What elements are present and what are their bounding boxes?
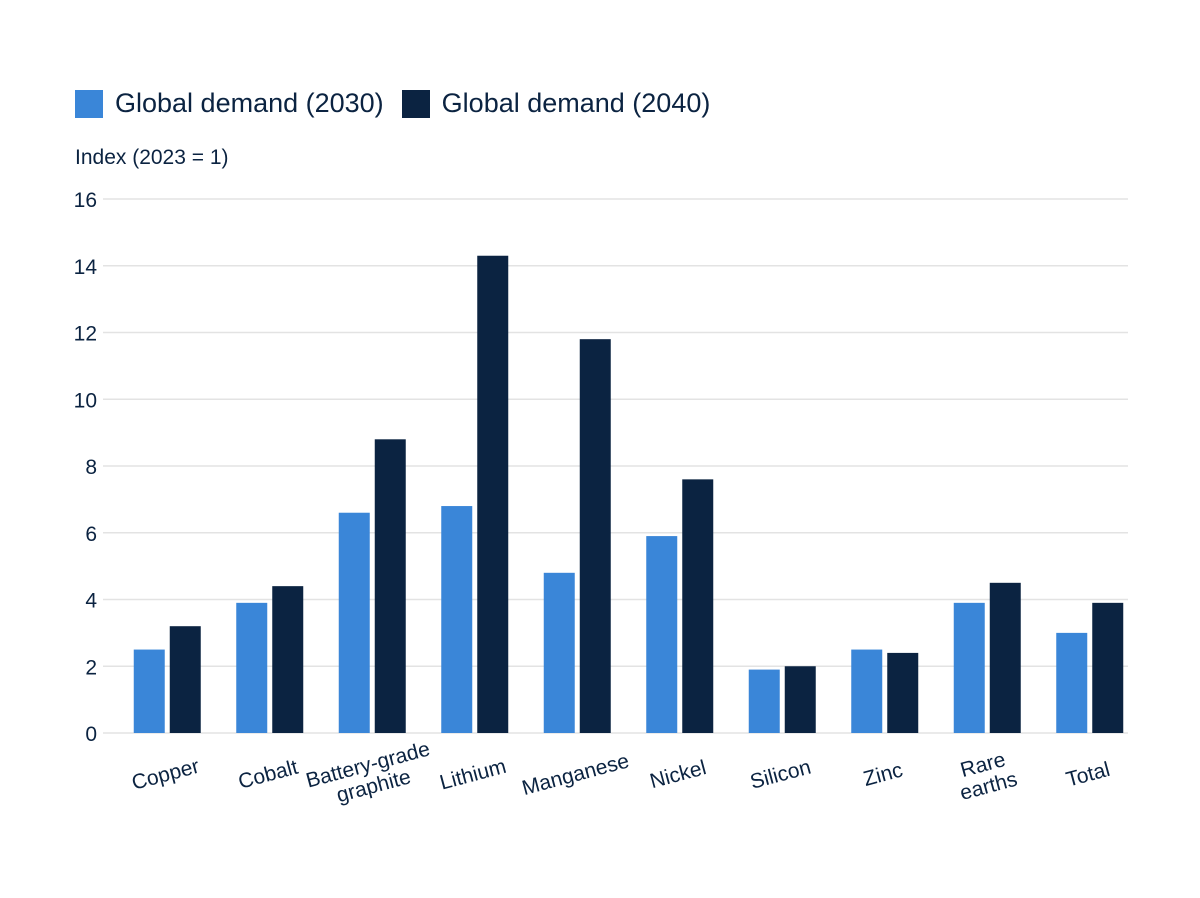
svg-text:Battery-gradegraphite: Battery-gradegraphite (304, 737, 439, 813)
bar-2040-zinc (887, 652, 919, 733)
y-tick-label-8: 8 (85, 456, 97, 479)
svg-text:Cobalt: Cobalt (236, 756, 301, 794)
bar-2030-copper (133, 649, 165, 733)
y-tick-label-16: 16 (74, 189, 97, 212)
legend-swatch-2040 (401, 89, 430, 118)
y-tick-label-14: 14 (74, 256, 98, 279)
legend-item-2030: Global demand (2030) (75, 88, 384, 119)
bar-2030-cobalt (236, 602, 268, 733)
y-tick-label-4: 4 (85, 590, 97, 613)
x-tick-label-copper: Copper (129, 755, 201, 795)
x-tick-label-manganese: Manganese (520, 749, 632, 800)
bar-2040-lithium (477, 255, 509, 734)
legend-label-2030: Global demand (2030) (115, 88, 384, 118)
y-axis-title: Index (2023 = 1) (75, 146, 229, 169)
bar-2040-rare-earths (989, 582, 1021, 733)
legend-swatch-2030 (75, 89, 103, 118)
svg-text:Zinc: Zinc (861, 758, 905, 790)
x-tick-label-zinc: Zinc (861, 758, 905, 790)
bar-2030-total (1056, 632, 1088, 733)
bar-2030-silicon (748, 669, 780, 733)
x-tick-label-total: Total (1064, 758, 1113, 792)
y-tick-label-12: 12 (74, 323, 97, 346)
y-tick-label-6: 6 (85, 523, 97, 546)
x-tick-label-battery-grade-graphite: Battery-gradegraphite (304, 737, 439, 813)
y-tick-label-10: 10 (74, 389, 97, 412)
x-tick-label-nickel: Nickel (647, 756, 708, 793)
x-tick-label-rare-earths: Rareearths (952, 746, 1020, 805)
x-tick-label-silicon: Silicon (748, 756, 814, 794)
x-tick-label-cobalt: Cobalt (236, 756, 301, 794)
bar-2040-copper (169, 626, 201, 733)
y-tick-label-0: 0 (85, 723, 97, 746)
bar-2040-battery-grade-graphite (374, 439, 406, 733)
bar-2040-nickel (682, 479, 714, 733)
bar-2030-nickel (646, 536, 678, 733)
bar-2040-cobalt (272, 586, 304, 733)
x-tick-label-lithium: Lithium (437, 755, 508, 795)
svg-text:Rareearths: Rareearths (952, 746, 1020, 805)
svg-text:Manganese: Manganese (520, 749, 632, 800)
svg-text:Lithium: Lithium (437, 755, 508, 795)
bar-2030-battery-grade-graphite (338, 512, 370, 733)
svg-text:Copper: Copper (129, 755, 201, 795)
bar-2030-rare-earths (953, 602, 985, 733)
bar-2040-total (1092, 602, 1124, 733)
svg-text:Silicon: Silicon (748, 756, 814, 794)
bar-2030-zinc (851, 649, 883, 733)
bar-2040-silicon (784, 666, 816, 733)
bar-2030-lithium (441, 506, 473, 733)
legend: Global demand (2030) Global demand (2040… (75, 88, 728, 119)
legend-label-2040: Global demand (2040) (441, 88, 711, 118)
bar-2040-manganese (579, 339, 611, 733)
bar-2030-manganese (543, 572, 575, 733)
svg-text:Total: Total (1064, 758, 1113, 792)
legend-item-2040: Global demand (2040) (401, 88, 711, 119)
svg-text:Nickel: Nickel (647, 756, 708, 793)
y-tick-label-2: 2 (85, 656, 97, 679)
